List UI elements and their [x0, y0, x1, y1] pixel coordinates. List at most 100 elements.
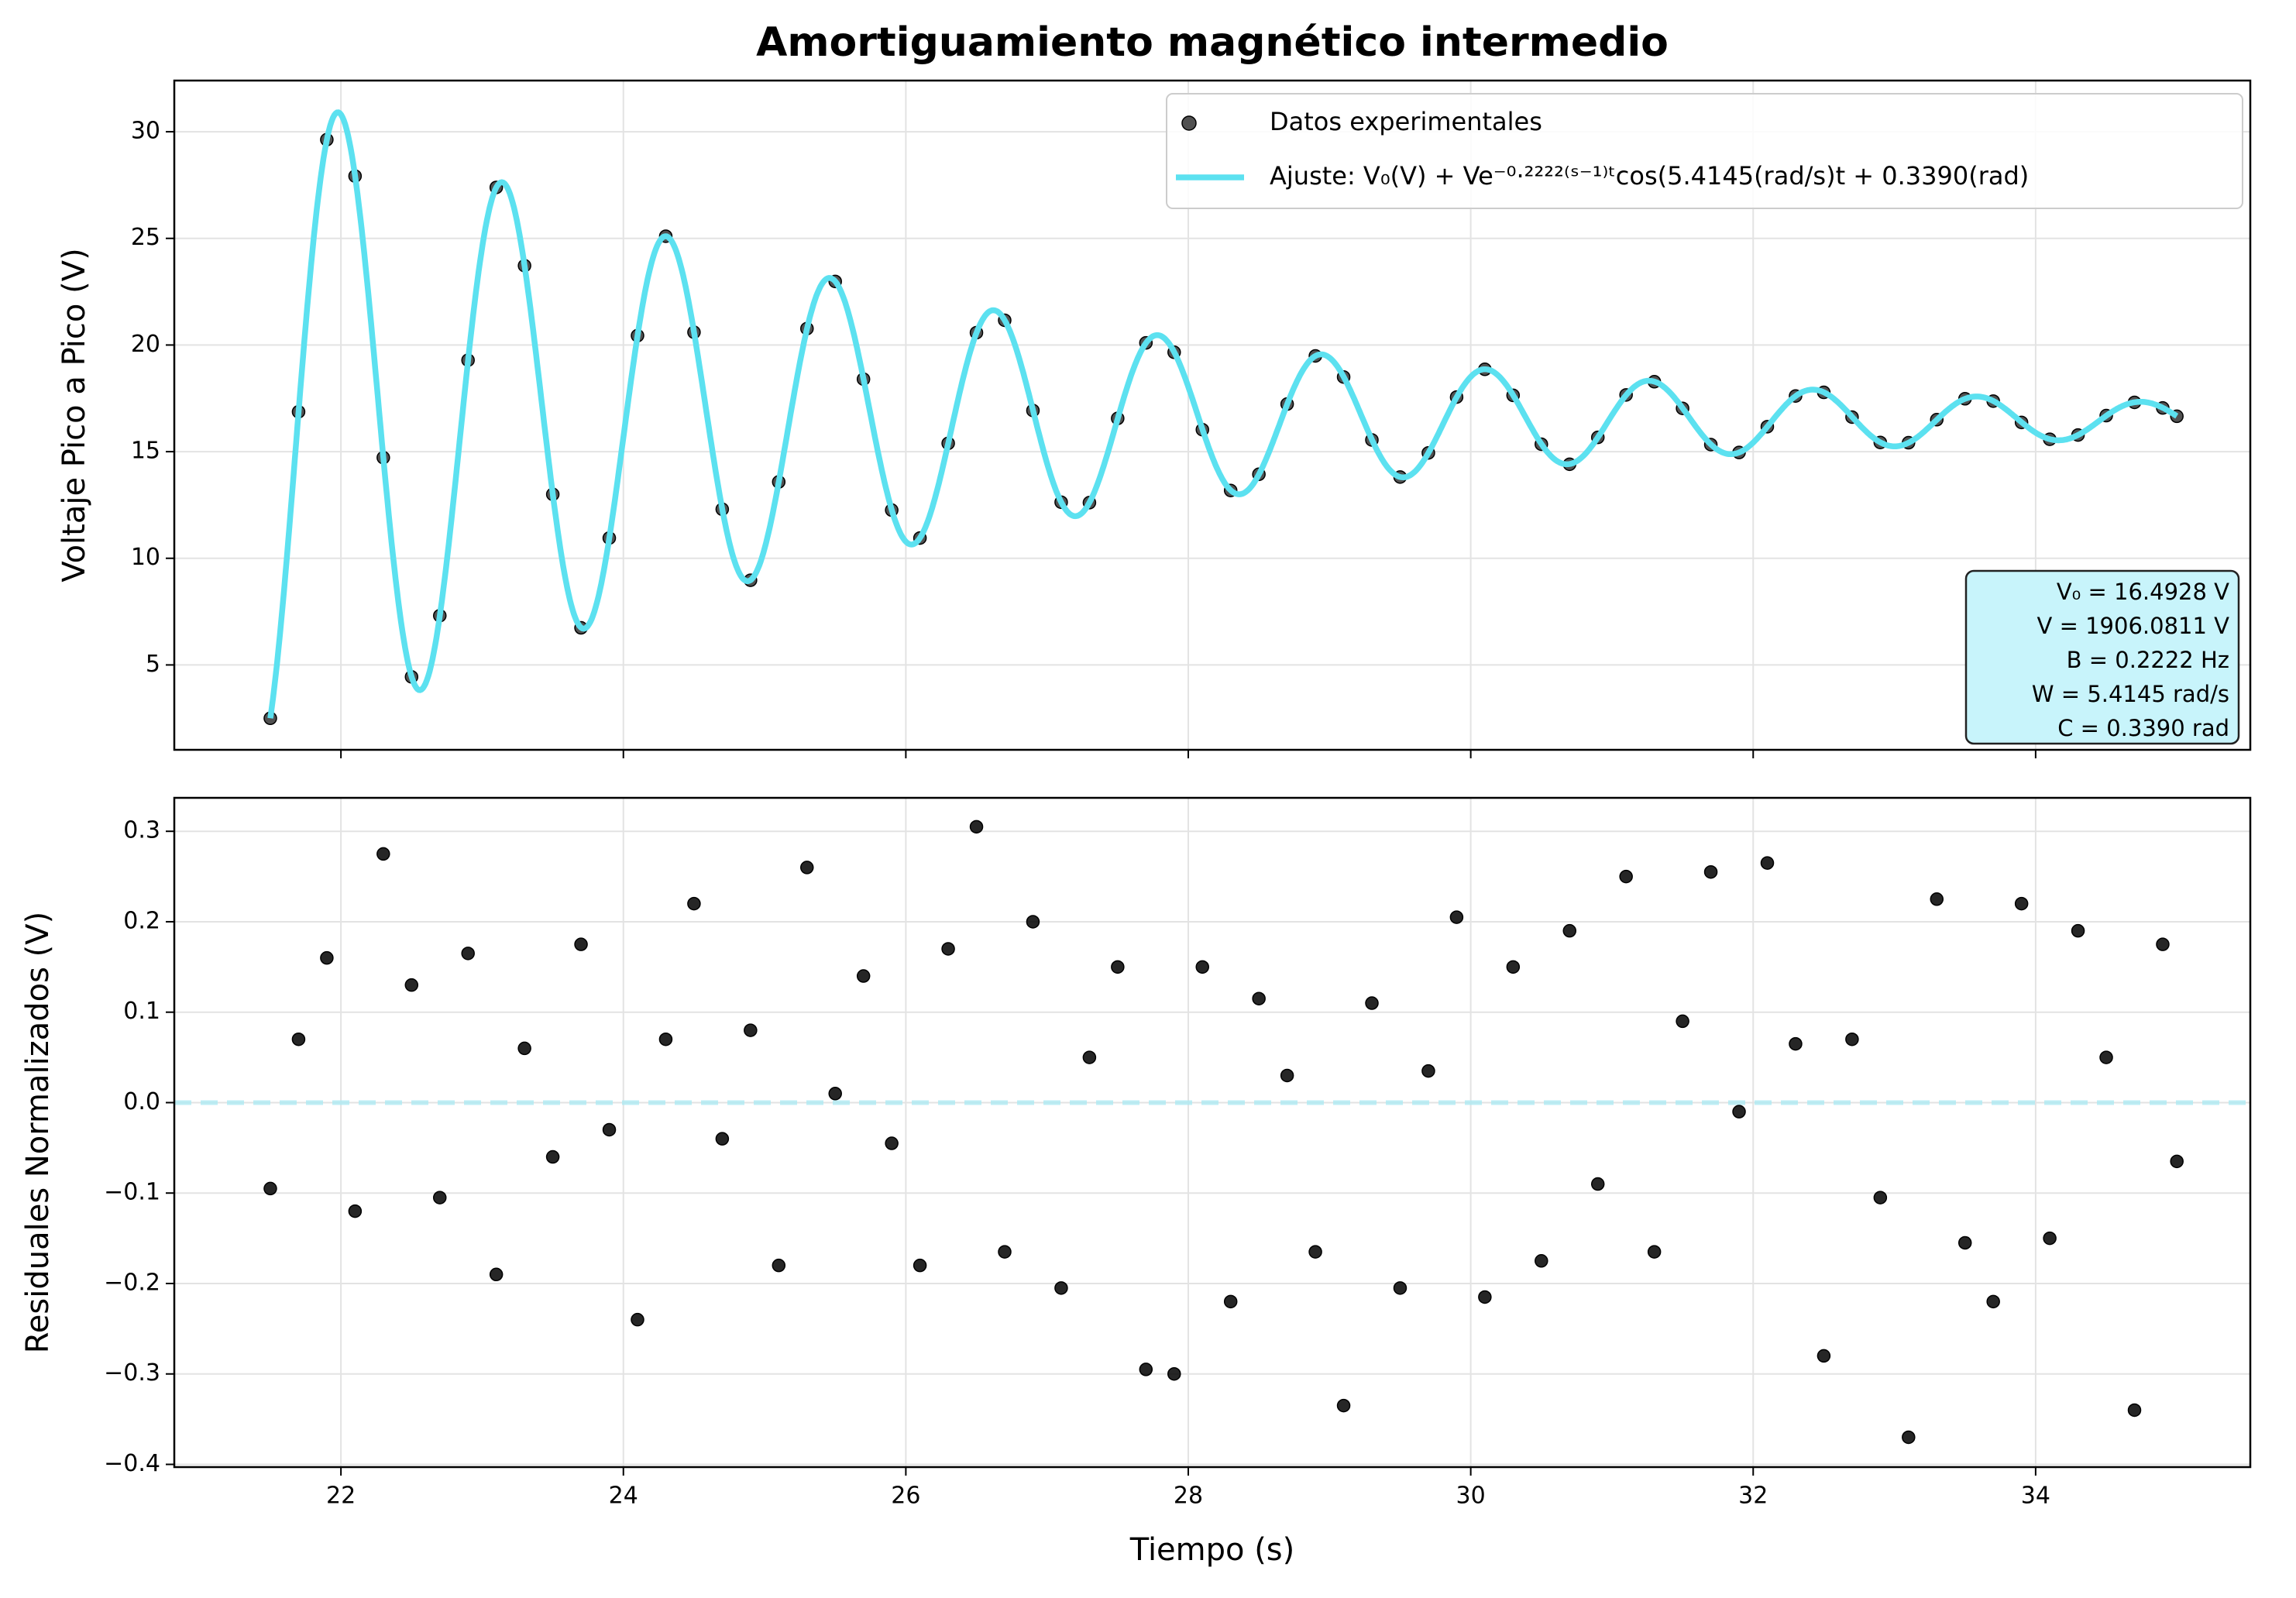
axes-frame [173, 796, 2252, 1469]
data-point [1590, 1177, 1605, 1191]
data-point [1111, 960, 1125, 974]
data-point [1562, 923, 1577, 938]
data-point [2156, 937, 2170, 951]
x-tick-label: 22 [326, 1483, 356, 1510]
data-point [1732, 1105, 1746, 1119]
data-point [1026, 915, 1040, 929]
y-tick-label: 5 [146, 651, 160, 678]
data-point [2014, 896, 2029, 911]
data-point [291, 1032, 306, 1046]
plot-area [174, 820, 2250, 1445]
annotation-line: B = 0.2222 Hz [2067, 647, 2229, 673]
fit-line [267, 109, 2179, 719]
y-tick-label: −0.1 [104, 1179, 160, 1206]
y-axis-label: Residuales Normalizados (V) [20, 912, 56, 1353]
data-point [913, 1258, 927, 1273]
data-point [1054, 1281, 1068, 1295]
y-tick-label: 20 [131, 331, 160, 358]
data-point [1873, 1191, 1888, 1205]
data-point [1280, 1068, 1294, 1083]
plot-area [263, 109, 2184, 726]
data-point [376, 847, 390, 861]
y-tick-label: 25 [131, 224, 160, 251]
data-point [348, 1204, 363, 1218]
y-tick-label: 10 [131, 544, 160, 571]
x-tick-label: 34 [2021, 1483, 2050, 1510]
data-point [2071, 923, 2085, 938]
y-tick-label: 0.3 [123, 817, 160, 844]
legend-label: Datos experimentales [1270, 107, 1542, 136]
data-point [715, 1132, 730, 1146]
y-tick-label: 0.1 [123, 998, 160, 1025]
data-point [2127, 1403, 2142, 1418]
data-point [2099, 1050, 2113, 1064]
legend-marker [1181, 115, 1197, 131]
x-tick-label: 30 [1456, 1483, 1486, 1510]
data-point [969, 820, 984, 834]
annotation-line: V = 1906.0811 V [2037, 613, 2230, 639]
annotation-line: W = 5.4145 rad/s [2032, 681, 2229, 707]
data-point [320, 950, 334, 965]
data-point [885, 1136, 899, 1150]
data-point [828, 1087, 842, 1101]
data-point [517, 1041, 531, 1056]
data-point [263, 1181, 277, 1196]
x-axis-label: Tiempo (s) [1129, 1532, 1295, 1568]
chart-title: Amortiguamiento magnético intermedio [756, 19, 1669, 66]
x-tick-label: 28 [1174, 1483, 1203, 1510]
x-tick-label: 24 [609, 1483, 638, 1510]
y-tick-label: 30 [131, 118, 160, 145]
data-point [1676, 1014, 1689, 1029]
data-point [2170, 1154, 2184, 1169]
x-tick-label: 32 [1738, 1483, 1768, 1510]
y-tick-label: 0.0 [123, 1088, 160, 1115]
data-point [856, 969, 871, 983]
data-point [1647, 1245, 1662, 1259]
data-point [1986, 1294, 2000, 1309]
data-point [941, 942, 955, 956]
data-point [1167, 1366, 1181, 1381]
y-tick-label: 15 [131, 438, 160, 465]
data-point [1195, 960, 1209, 974]
data-point [461, 947, 475, 961]
data-point [489, 1267, 504, 1282]
data-point [1139, 1363, 1153, 1376]
data-point [1449, 910, 1464, 924]
data-point [1308, 1245, 1322, 1259]
data-point [1421, 1064, 1435, 1078]
data-point [1817, 1349, 1831, 1363]
x-tick-label: 26 [891, 1483, 920, 1510]
y-axis-label: Voltaje Pico a Pico (V) [57, 248, 92, 582]
data-point [1393, 1281, 1408, 1295]
data-point [1703, 864, 1718, 879]
data-point [1845, 1032, 1859, 1046]
data-point [687, 896, 701, 911]
data-point [545, 1150, 560, 1164]
data-point [1619, 869, 1633, 884]
data-point [2043, 1231, 2057, 1246]
data-point [432, 1191, 447, 1205]
y-tick-label: −0.3 [104, 1359, 160, 1387]
data-point [1789, 1036, 1803, 1051]
data-point [1082, 1050, 1097, 1064]
annotation-box [1964, 569, 2240, 745]
data-point [1252, 991, 1266, 1005]
data-point [998, 1245, 1012, 1259]
data-point [631, 1312, 644, 1327]
data-point [1365, 996, 1379, 1010]
data-point [1957, 1235, 1972, 1250]
y-tick-label: −0.4 [104, 1450, 160, 1477]
data-point [772, 1258, 786, 1273]
data-point [744, 1023, 758, 1037]
y-tick-label: 0.2 [123, 907, 160, 934]
y-tick-label: −0.2 [104, 1269, 160, 1296]
data-point [1336, 1398, 1351, 1413]
data-point [658, 1032, 673, 1046]
data-point [1478, 1290, 1492, 1304]
data-point [1902, 1430, 1916, 1445]
data-point [404, 978, 419, 992]
annotation-line: C = 0.3390 rad [2057, 715, 2229, 741]
data-point [602, 1122, 617, 1137]
